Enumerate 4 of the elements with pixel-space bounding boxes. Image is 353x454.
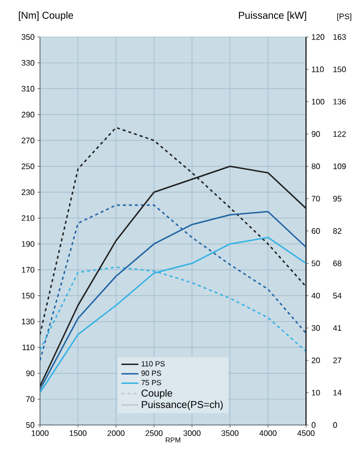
annotation: Puissance(PS=ch) — [142, 400, 223, 410]
y2-axis-title: Puissance [kW] — [238, 12, 306, 21]
annotation: Couple — [142, 389, 172, 399]
y-axis-title: [Nm] Couple — [18, 12, 74, 21]
